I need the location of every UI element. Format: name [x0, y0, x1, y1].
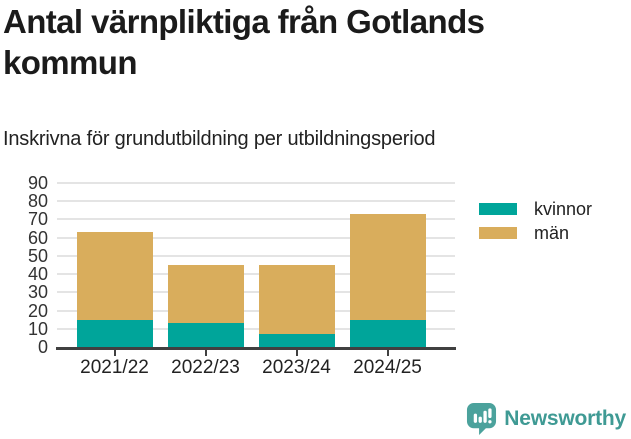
bar-segment-kvinnor-2022/23 [167, 323, 244, 347]
x-tick-2021/22 [113, 350, 116, 356]
y-tick-label-0: 0 [37, 337, 48, 357]
chart-title-line2: kommun [3, 44, 138, 81]
bar-segment-män-2022/23 [167, 265, 244, 324]
y-tick-label-30: 30 [27, 282, 48, 303]
legend-swatch-män [479, 227, 517, 239]
y-tick-label-60: 60 [27, 227, 48, 248]
x-tick-2024/25 [386, 350, 389, 356]
y-tick-label-70: 70 [27, 209, 48, 230]
bar-segment-kvinnor-2021/22 [76, 319, 153, 347]
x-tick-label-2022/23: 2022/23 [171, 357, 240, 378]
newsworthy-brand-text: Newsworthy [504, 406, 626, 430]
bar-segment-män-2023/24 [258, 265, 335, 335]
y-tick-label-90: 90 [27, 173, 48, 193]
gridline-y-30 [57, 291, 455, 294]
chart-title-line1: Antal värnpliktiga från Gotlands [3, 3, 485, 40]
bar-segment-kvinnor-2024/25 [349, 319, 426, 347]
legend: kvinnor män [479, 199, 592, 250]
gridline-y-90 [57, 182, 455, 184]
gridline-y-10 [57, 327, 455, 330]
gridline-y-60 [57, 236, 455, 239]
legend-swatch-kvinnor [479, 203, 517, 215]
gridline-y-50 [57, 254, 455, 257]
chart-subtitle: Inskrivna för grundutbildning per utbild… [3, 128, 436, 150]
legend-item-kvinnor: kvinnor [479, 199, 592, 219]
gridline-y-80 [57, 200, 455, 203]
bar-segment-män-2024/25 [349, 213, 426, 320]
y-tick-label-20: 20 [27, 300, 48, 321]
legend-item-män: män [479, 223, 592, 243]
x-tick-label-2023/24: 2023/24 [262, 357, 331, 378]
gridline-y-20 [57, 309, 455, 312]
legend-label-män: män [534, 222, 570, 243]
gridline-y-70 [57, 218, 455, 221]
y-tick-label-40: 40 [27, 264, 48, 285]
y-tick-label-50: 50 [27, 245, 48, 266]
x-tick-label-2021/22: 2021/22 [80, 357, 149, 378]
x-tick-2022/23 [204, 350, 207, 356]
legend-label-kvinnor: kvinnor [534, 198, 593, 219]
y-tick-label-80: 80 [27, 191, 48, 212]
x-tick-2023/24 [295, 350, 298, 356]
y-tick-label-10: 10 [27, 318, 48, 339]
x-tick-label-2024/25: 2024/25 [353, 357, 422, 378]
plot-area [57, 182, 455, 347]
bar-segment-kvinnor-2023/24 [258, 334, 335, 347]
chart-title: Antal värnpliktiga från Gotlands kommun [3, 1, 485, 83]
gridline-y-40 [57, 273, 455, 276]
newsworthy-logo: Newsworthy [466, 402, 626, 435]
x-axis-line [56, 347, 456, 350]
speech-bubble-bar-chart-icon [467, 403, 497, 435]
bar-segment-män-2021/22 [76, 232, 153, 320]
